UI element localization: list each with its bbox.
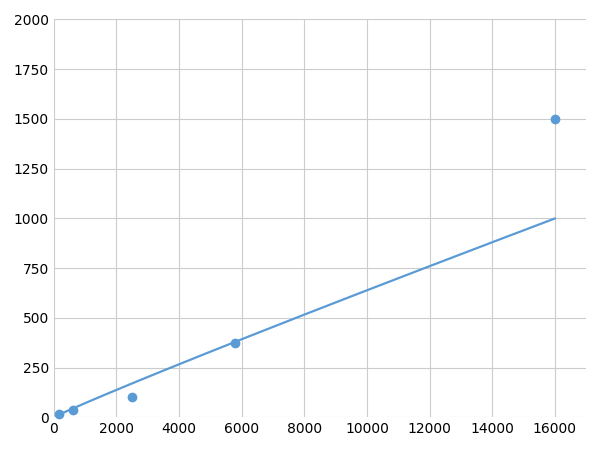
Point — [68, 407, 78, 414]
Point — [54, 410, 64, 417]
Point — [127, 394, 137, 401]
Point — [550, 115, 560, 122]
Point — [230, 339, 240, 346]
